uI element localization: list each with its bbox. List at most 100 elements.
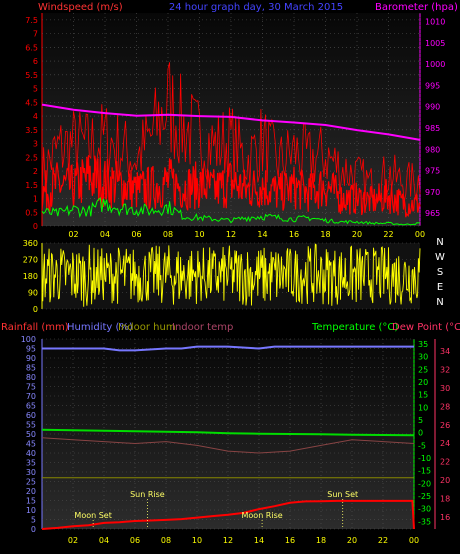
x-tick-label: 06 (131, 230, 141, 239)
temp-tick-label: 20 (418, 378, 428, 387)
average-wind-series (41, 197, 420, 226)
y-tick-label: 85 (26, 364, 36, 373)
y2-tick-label: 1000 (425, 60, 445, 69)
y2-tick-label: 1005 (425, 39, 445, 48)
x-tick-label: 22 (378, 536, 388, 545)
y-tick-label: 0 (33, 305, 38, 314)
y-tick-label: 45 (26, 440, 36, 449)
y-tick-label: 20 (26, 487, 36, 496)
y-tick-label: 4 (33, 112, 38, 121)
y2-tick-label: 995 (425, 81, 440, 90)
humidity-series (42, 345, 414, 352)
y-tick-label: 70 (26, 392, 36, 401)
y2-tick-label: 980 (425, 145, 440, 154)
y-tick-label: 50 (26, 430, 36, 439)
direction-letter: N (436, 237, 443, 248)
x-tick-label: 10 (192, 536, 202, 545)
x-tick-label: 06 (130, 536, 140, 545)
y-tick-label: 10 (26, 506, 36, 515)
direction-letter: W (435, 252, 445, 263)
x-tick-label: 14 (257, 230, 267, 239)
x-tick-label: 16 (285, 536, 295, 545)
y-tick-label: 270 (23, 256, 38, 265)
wind-speed-series (41, 155, 421, 218)
temp-tick-label: 0 (418, 429, 423, 438)
x-tick-label: 04 (100, 230, 110, 239)
y-tick-label: 1.5 (25, 181, 38, 190)
y-tick-label: 35 (26, 459, 36, 468)
temp-tick-label: 30 (418, 353, 428, 362)
y-tick-label: 5.5 (25, 71, 38, 80)
x-tick-label: 20 (352, 230, 362, 239)
dew-tick-label: 32 (440, 365, 450, 374)
dew-point-axis-label: Dew Point (°C) (392, 322, 460, 333)
y-tick-label: 360 (23, 239, 38, 248)
x-tick-label: 20 (347, 536, 357, 545)
temp-tick-label: -20 (418, 479, 431, 488)
y-tick-label: 30 (26, 468, 36, 477)
temperature-humidity-rain-chart: 0510152025303540455055606570758085909510… (21, 335, 450, 545)
x-tick-label: 12 (226, 230, 236, 239)
y-tick-label: 90 (26, 354, 36, 363)
temp-tick-label: -10 (418, 454, 431, 463)
x-tick-label: 16 (289, 230, 299, 239)
temperature-axis-label: Temperature (°C) (311, 322, 398, 333)
rainfall-axis-label: Rainfall (mm) (1, 322, 69, 333)
wind-barometer-chart: 0 0.5 1 1.5 2 2.5 3 3.5 4 4.5 5 5.5 6 6.5 7 7.5 965 970 97… (25, 13, 445, 239)
indoor-temp-series (41, 437, 415, 454)
x-tick-label: 00 (415, 230, 425, 239)
barometer-axis-label: Barometer (hpa) (375, 2, 458, 13)
y-tick-label: 55 (26, 421, 36, 430)
y-tick-label: 40 (26, 449, 36, 458)
annotation-label: Sun Set (327, 490, 358, 499)
indoor-hum-label: Indoor hum (118, 322, 176, 333)
dew-tick-label: 24 (440, 439, 450, 448)
humidity-axis-label: Humidity (%) (67, 322, 133, 333)
x-tick-label: 18 (320, 230, 330, 239)
wind-direction-chart: 0 90 180 270 360 (23, 239, 421, 314)
dew-tick-label: 18 (440, 495, 450, 504)
dew-tick-label: 20 (440, 476, 450, 485)
y2-tick-label: 970 (425, 188, 440, 197)
indoor-temp-label: Indoor temp (172, 322, 233, 333)
chart-title: 24 hour graph day, 30 March 2015 (169, 2, 343, 13)
temp-tick-label: 5 (418, 416, 423, 425)
y2-tick-label: 985 (425, 124, 440, 133)
dew-tick-label: 16 (440, 513, 450, 522)
y-tick-label: 0.5 (25, 208, 38, 217)
x-tick-label: 02 (68, 230, 78, 239)
y-tick-label: 7.5 (25, 16, 38, 25)
y-tick-label: 60 (26, 411, 36, 420)
dew-tick-label: 28 (440, 402, 450, 411)
y-tick-label: 25 (26, 478, 36, 487)
gust-series (41, 62, 421, 204)
y-tick-label: 100 (21, 335, 36, 344)
y-tick-label: 2.5 (25, 153, 38, 162)
y-tick-label: 180 (23, 272, 38, 281)
y-tick-label: 95 (26, 345, 36, 354)
x-tick-label: 12 (223, 536, 233, 545)
rainfall-series (41, 499, 415, 530)
temp-tick-label: -25 (418, 492, 431, 501)
y-tick-label: 15 (26, 497, 36, 506)
wind-direction-series (41, 243, 421, 307)
temperature-series (41, 428, 415, 437)
y-tick-label: 5 (31, 516, 36, 525)
y-tick-label: 5 (33, 85, 38, 94)
y-tick-label: 80 (26, 373, 36, 382)
temp-tick-label: 15 (418, 391, 428, 400)
dew-tick-label: 26 (440, 421, 450, 430)
y-tick-label: 4.5 (25, 98, 38, 107)
y-tick-label: 3.5 (25, 126, 38, 135)
y2-tick-label: 965 (425, 209, 440, 218)
temp-tick-label: -35 (418, 517, 431, 526)
y-tick-label: 90 (28, 289, 38, 298)
y-tick-label: 0 (33, 222, 38, 231)
y-tick-label: 6.5 (25, 43, 38, 52)
barometer-series (41, 103, 421, 141)
temp-tick-label: -5 (418, 441, 426, 450)
temp-tick-label: 35 (418, 340, 428, 349)
y-tick-label: 3 (33, 140, 38, 149)
